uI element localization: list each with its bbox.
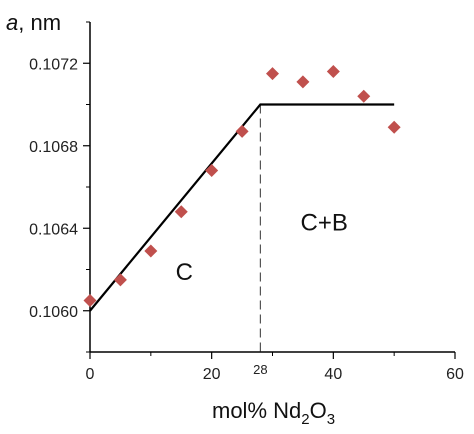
fit-line [89, 103, 395, 312]
y-tick-label: 0.1068 [29, 139, 78, 156]
data-point [266, 67, 279, 81]
axes: 0.1060 0.1064 0.1068 0.1072 0 20 40 60 [29, 21, 464, 383]
fit-lines: 28 [89, 103, 395, 377]
x-axis-label-o: O [310, 398, 327, 423]
y-tick-label: 0.1060 [29, 304, 78, 321]
x-axis-label: mol% Nd2O3 [212, 398, 335, 428]
data-point [205, 164, 219, 177]
data-points [83, 65, 401, 307]
y-axis-variable: a [6, 10, 18, 35]
x-axis-label-sub2: 3 [327, 411, 335, 428]
x-axis-label-text: mol% Nd [212, 398, 301, 423]
region-label: C+B [301, 209, 348, 236]
y-axis-unit: , nm [18, 10, 61, 35]
data-point [83, 293, 97, 307]
x-axis-label-sub1: 2 [301, 411, 309, 428]
phase-boundary-label: 28 [253, 362, 267, 377]
data-point [113, 273, 127, 287]
y-axis-label: a, nm [6, 10, 61, 35]
x-tick-label: 0 [86, 366, 95, 383]
y-tick-label: 0.1064 [29, 221, 78, 238]
data-point [174, 205, 188, 219]
region-label: C [176, 259, 193, 286]
data-point [326, 65, 340, 78]
x-tick-label: 60 [446, 366, 464, 383]
x-tick-label: 40 [324, 366, 342, 383]
data-point [296, 75, 310, 89]
data-point [144, 244, 158, 258]
chart-labels: a, nm mol% Nd2O3 C C+B [6, 10, 348, 428]
y-tick-label: 0.1072 [29, 56, 78, 73]
data-point [357, 89, 371, 103]
data-point [387, 120, 401, 134]
x-tick-label: 20 [203, 366, 221, 383]
data-point [235, 124, 249, 138]
